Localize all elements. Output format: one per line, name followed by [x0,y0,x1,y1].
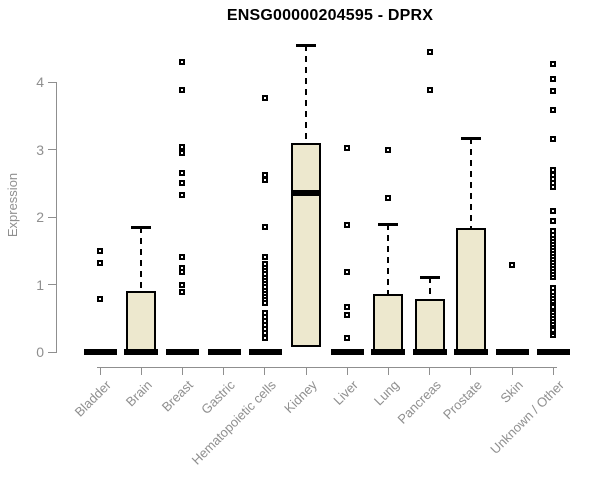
outlier-point [179,288,186,295]
y-tick [48,149,56,150]
outlier-point [97,247,103,254]
x-axis-line [97,367,557,368]
outlier-point [344,334,351,341]
outlier-point [261,172,268,179]
outlier-point [179,149,186,156]
outlier-point [509,261,515,268]
chart-title: ENSG00000204595 - DPRX [226,7,434,24]
median-line [124,349,159,355]
whisker-cap [460,137,481,141]
y-tick [48,216,56,218]
outlier-point [426,48,433,55]
y-axis-line [56,82,57,353]
median-line [371,349,406,355]
outlier-point [550,75,557,82]
whisker [387,223,390,294]
box [373,293,404,352]
whisker [428,277,431,300]
y-tick-label: 0 [36,344,44,360]
box [414,299,445,352]
outlier-point [179,282,186,289]
y-axis-label: Expression [5,172,20,238]
whisker [305,44,307,144]
x-tick [470,367,472,375]
outlier-point [261,253,268,260]
x-tick [429,367,431,375]
y-tick-label: 3 [36,141,44,158]
outlier-point [385,195,392,202]
outlier-point [261,309,268,316]
outlier-point [344,303,351,310]
outlier-point [97,296,103,303]
outlier-point [179,87,186,94]
whisker [469,138,472,228]
outlier-point [179,191,186,198]
outlier-point [550,106,557,113]
box [126,290,157,352]
outlier-point [550,207,557,214]
x-tick [346,367,348,375]
median-line [412,349,447,355]
zero-bar [248,349,282,355]
zero-bar [331,349,365,355]
whisker [140,227,143,291]
outlier-point [179,170,186,177]
outlier-point [179,58,186,65]
median-line [453,349,488,355]
y-tick-label: 1 [36,276,44,293]
zero-bar [537,349,571,355]
outlier-point [179,180,186,187]
x-tick [181,367,183,375]
box [291,143,321,347]
whisker-cap [378,222,399,226]
outlier-point [344,268,351,275]
zero-bar [166,349,200,355]
zero-bar [207,349,241,355]
median-line [291,189,321,196]
outlier-point [179,253,186,260]
x-tick [305,367,307,375]
outlier-point [550,61,557,68]
outlier-point [385,147,392,154]
outlier-point [179,143,186,150]
outlier-point [550,218,557,225]
x-tick [140,367,142,375]
outlier-point [550,227,557,234]
y-tick [48,351,56,353]
outlier-point [550,88,557,95]
outlier-point [550,136,557,143]
x-tick [511,367,513,375]
outlier-point [97,259,103,266]
x-tick [264,367,266,375]
outlier-point [344,222,351,229]
y-tick [48,81,56,83]
outlier-point [261,95,268,102]
x-tick [99,367,101,375]
box [455,227,486,352]
outlier-point [550,284,557,291]
outlier-point [179,264,186,271]
whisker-cap [131,226,152,230]
x-tick [552,367,554,375]
y-tick-label: 4 [36,74,44,90]
outlier-point [426,87,433,94]
zero-bar [496,349,529,355]
outlier-point [344,311,351,318]
outlier-point [261,261,268,268]
zero-bar [84,349,117,355]
whisker-cap [419,276,440,280]
x-tick [387,367,389,375]
outlier-point [261,224,268,231]
x-tick [223,367,225,375]
y-tick [48,284,56,285]
outlier-point [344,145,351,152]
whisker-cap [296,43,316,47]
outlier-point [550,167,557,174]
y-tick-label: 2 [36,209,44,225]
